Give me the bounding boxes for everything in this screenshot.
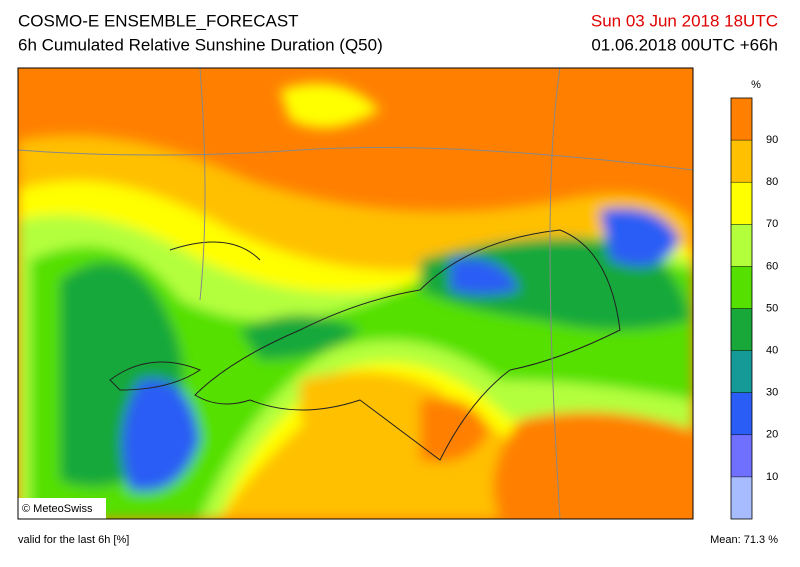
colorbar-tick-label: 80 bbox=[766, 176, 778, 188]
subtitle: 6h Cumulated Relative Sunshine Duration … bbox=[18, 35, 383, 54]
colorbar-tick-label: 40 bbox=[766, 345, 778, 357]
colorbar: % 10 20 30 40 50 60 70 80 90 bbox=[730, 79, 778, 520]
colorbar-bin bbox=[731, 224, 752, 267]
colorbar-bin bbox=[731, 476, 752, 519]
colorbar-tick-label: 50 bbox=[766, 302, 778, 314]
colorbar-bin bbox=[731, 350, 752, 393]
colorbar-tick-label: 70 bbox=[766, 218, 778, 230]
footer-note: valid for the last 6h [%] bbox=[18, 534, 129, 546]
colorbar-bin bbox=[731, 392, 752, 435]
run-info: 01.06.2018 00UTC +66h bbox=[591, 35, 778, 54]
colorbar-tick-label: 60 bbox=[766, 260, 778, 272]
colorbar-bin bbox=[731, 308, 752, 351]
colorbar-tick-label: 20 bbox=[766, 429, 778, 441]
map-frame bbox=[17, 67, 694, 520]
colorbar-bin bbox=[731, 98, 752, 141]
colorbar-bin bbox=[731, 266, 752, 309]
valid-time: Sun 03 Jun 2018 18UTC bbox=[591, 11, 778, 30]
colorbar-tick-label: 10 bbox=[766, 471, 778, 483]
colorbar-tick-label: 30 bbox=[766, 387, 778, 399]
colorbar-bin bbox=[731, 182, 752, 225]
title: COSMO-E ENSEMBLE_FORECAST bbox=[18, 11, 299, 30]
colorbar-bin bbox=[731, 434, 752, 477]
footer-mean: Mean: 71.3 % bbox=[710, 534, 778, 546]
credit: © MeteoSwiss bbox=[22, 503, 93, 515]
colorbar-unit: % bbox=[751, 79, 761, 91]
map: © MeteoSwiss bbox=[18, 68, 693, 519]
colorbar-tick-label: 90 bbox=[766, 134, 778, 146]
colorbar-bin bbox=[731, 140, 752, 183]
